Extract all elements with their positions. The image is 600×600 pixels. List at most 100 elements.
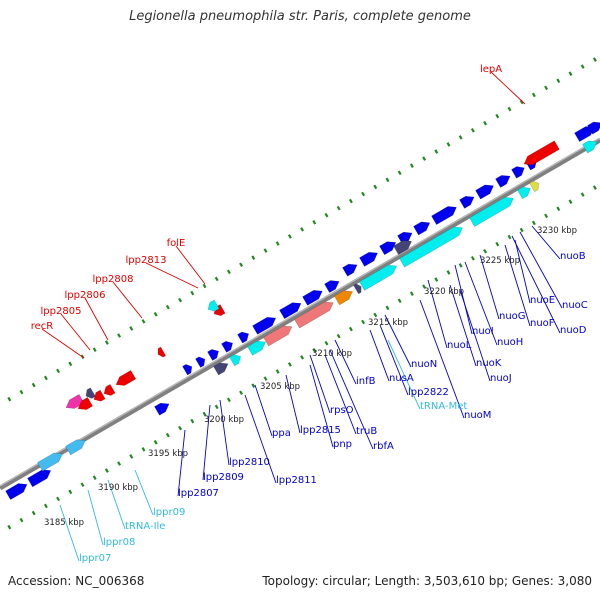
gene-feature[interactable] bbox=[431, 203, 459, 225]
gene-label[interactable]: lpp2815 bbox=[300, 425, 341, 436]
gene-label[interactable]: lpp2809 bbox=[203, 472, 244, 483]
gene-label[interactable]: lppr09 bbox=[153, 507, 185, 518]
gene-label[interactable]: lpp2810 bbox=[229, 457, 270, 468]
gene-feature[interactable] bbox=[469, 194, 516, 227]
gene-feature[interactable] bbox=[302, 287, 324, 306]
gene-feature[interactable] bbox=[475, 181, 496, 200]
gene-feature[interactable] bbox=[521, 140, 560, 169]
gene-label[interactable]: lpp2805 bbox=[41, 306, 82, 317]
gene-feature[interactable] bbox=[113, 370, 137, 389]
gene-label[interactable]: nuoF bbox=[530, 318, 555, 329]
gene-feature[interactable] bbox=[334, 287, 355, 306]
gene-feature[interactable] bbox=[247, 338, 268, 356]
tick-mark bbox=[519, 99, 524, 105]
gene-label[interactable]: nuoG bbox=[499, 311, 526, 322]
tick-mark bbox=[190, 418, 195, 424]
gene-feature[interactable] bbox=[359, 262, 399, 291]
gene-label[interactable]: lpp2813 bbox=[126, 255, 167, 266]
gene-feature[interactable] bbox=[37, 449, 65, 472]
tick-mark bbox=[117, 333, 122, 338]
gene-feature[interactable] bbox=[582, 137, 599, 154]
gene-label[interactable]: nuoK bbox=[476, 358, 502, 369]
gene-label[interactable]: lpp2808 bbox=[93, 274, 134, 285]
gene-feature[interactable] bbox=[279, 299, 303, 320]
gene-feature[interactable] bbox=[221, 339, 235, 353]
label-leader bbox=[175, 245, 206, 285]
gene-feature[interactable] bbox=[182, 362, 194, 376]
gene-label[interactable]: lpp2811 bbox=[276, 475, 317, 486]
gene-label[interactable]: nusA bbox=[389, 373, 414, 384]
gene-feature[interactable] bbox=[83, 387, 96, 401]
gene-feature[interactable] bbox=[63, 394, 85, 412]
gene-label[interactable]: ppa bbox=[272, 428, 291, 439]
gene-label[interactable]: rbfA bbox=[373, 441, 394, 452]
label-leader bbox=[177, 429, 186, 497]
lower-tick-track bbox=[7, 185, 597, 530]
gene-feature[interactable] bbox=[263, 322, 294, 347]
gene-feature[interactable] bbox=[399, 223, 465, 268]
gene-feature[interactable] bbox=[75, 397, 93, 413]
gene-feature[interactable] bbox=[413, 218, 432, 236]
gene-feature[interactable] bbox=[359, 249, 380, 267]
gene-feature[interactable] bbox=[511, 164, 526, 179]
gene-label[interactable]: nuoL bbox=[447, 340, 472, 351]
gene-feature[interactable] bbox=[65, 436, 87, 456]
gene-label[interactable]: lppr07 bbox=[79, 553, 111, 564]
gene-label[interactable]: infB bbox=[356, 376, 376, 387]
gene-feature[interactable] bbox=[154, 400, 171, 416]
label-leader bbox=[87, 489, 104, 546]
gene-feature[interactable] bbox=[342, 261, 359, 277]
gene-label[interactable]: nuoH bbox=[497, 337, 523, 348]
gene-label[interactable]: nuoI bbox=[472, 326, 494, 337]
gene-feature[interactable] bbox=[229, 352, 243, 367]
gene-label[interactable]: folE bbox=[167, 238, 186, 249]
gene-feature[interactable] bbox=[237, 329, 251, 344]
scale-label: 3230 kbp bbox=[537, 226, 577, 236]
gene-label[interactable]: lpp2822 bbox=[408, 387, 449, 398]
gene-feature[interactable] bbox=[353, 282, 363, 295]
gene-feature[interactable] bbox=[195, 355, 207, 368]
gene-feature[interactable] bbox=[587, 118, 600, 135]
gene-label[interactable]: rpsO bbox=[330, 405, 354, 416]
gene-label[interactable]: lpp2807 bbox=[178, 488, 219, 499]
gene-label[interactable]: lpp2806 bbox=[65, 290, 106, 301]
gene-label[interactable]: nuoJ bbox=[490, 373, 512, 384]
gene-feature[interactable] bbox=[294, 298, 335, 329]
tick-mark bbox=[446, 142, 451, 147]
gene-feature[interactable] bbox=[207, 347, 221, 361]
gene-feature[interactable] bbox=[517, 184, 532, 200]
gene-label[interactable]: tRNA-Met bbox=[420, 401, 467, 412]
label-leader bbox=[324, 354, 357, 435]
gene-label[interactable]: recR bbox=[31, 321, 54, 332]
gene-feature[interactable] bbox=[459, 193, 476, 209]
gene-feature[interactable] bbox=[213, 359, 230, 376]
gene-label[interactable]: nuoM bbox=[464, 410, 491, 421]
tick-mark bbox=[202, 411, 207, 417]
gene-feature[interactable] bbox=[155, 346, 167, 359]
gene-label[interactable]: nuoD bbox=[560, 325, 587, 336]
gene-label[interactable]: nuoB bbox=[560, 251, 586, 262]
gene-feature[interactable] bbox=[27, 466, 53, 488]
gene-label[interactable]: nuoC bbox=[562, 300, 588, 311]
gene-feature[interactable] bbox=[324, 277, 341, 294]
tick-mark bbox=[43, 503, 48, 509]
gene-feature[interactable] bbox=[205, 299, 220, 314]
gene-feature[interactable] bbox=[5, 480, 29, 501]
tick-mark bbox=[336, 333, 341, 339]
gene-label[interactable]: nuoE bbox=[530, 295, 555, 306]
tick-mark bbox=[458, 263, 463, 268]
gene-feature[interactable] bbox=[393, 237, 414, 255]
gene-label[interactable]: lepA bbox=[480, 64, 502, 75]
gene-feature[interactable] bbox=[529, 179, 541, 193]
gene-label[interactable]: truB bbox=[356, 426, 377, 437]
gene-feature[interactable] bbox=[252, 314, 278, 335]
gene-feature[interactable] bbox=[495, 172, 512, 188]
gene-label[interactable]: nuoN bbox=[411, 359, 437, 370]
gene-label[interactable]: lppr08 bbox=[103, 537, 135, 548]
gene-feature[interactable] bbox=[101, 383, 116, 398]
gene-feature[interactable] bbox=[91, 389, 106, 404]
label-leader bbox=[145, 262, 199, 289]
gene-label[interactable]: tRNA-Ile bbox=[125, 521, 165, 532]
gene-label[interactable]: pnp bbox=[333, 439, 352, 450]
tick-mark bbox=[300, 355, 305, 360]
